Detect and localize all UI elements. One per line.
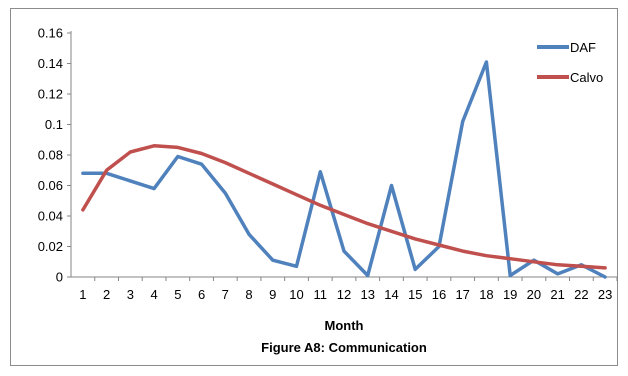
y-tick-label: 0.04 xyxy=(38,209,63,224)
x-tick-label: 12 xyxy=(337,287,351,302)
x-tick-label: 17 xyxy=(455,287,469,302)
x-tick-label: 13 xyxy=(361,287,375,302)
legend: DAF Calvo xyxy=(537,40,603,85)
series-line-daf xyxy=(81,60,607,279)
series-lines xyxy=(81,60,607,279)
series-line-calvo xyxy=(81,144,607,270)
x-tick-label: 19 xyxy=(503,287,517,302)
y-tick-label: 0 xyxy=(56,270,63,285)
x-tick-label: 8 xyxy=(245,287,252,302)
axes xyxy=(70,31,617,278)
x-axis-label: Month xyxy=(325,318,364,333)
x-tick-label: 21 xyxy=(550,287,564,302)
x-tick-label: 22 xyxy=(574,287,588,302)
y-tick-labels: 0 0.02 0.04 0.06 0.08 0.1 0.12 0.14 0.16 xyxy=(38,26,71,285)
x-tick-label: 4 xyxy=(150,287,157,302)
y-tick-label: 0.12 xyxy=(38,87,63,102)
x-tick-label: 15 xyxy=(408,287,422,302)
x-tick-label: 23 xyxy=(598,287,612,302)
legend-label-daf: DAF xyxy=(570,40,596,55)
x-tick-label: 20 xyxy=(527,287,541,302)
x-tick-label: 3 xyxy=(127,287,134,302)
x-tick-label: 18 xyxy=(479,287,493,302)
figure-caption: Figure A8: Communication xyxy=(261,340,427,355)
x-tick-label: 1 xyxy=(79,287,86,302)
y-tick-label: 0.06 xyxy=(38,178,63,193)
x-tick-labels: 1 2 3 4 5 6 7 8 9 10 11 12 13 14 15 16 17 18 19 20 21 22 23 xyxy=(79,277,618,302)
y-tick-label: 0.1 xyxy=(45,117,63,132)
y-tick-label: 0.16 xyxy=(38,26,63,41)
x-tick-label: 5 xyxy=(174,287,181,302)
legend-label-calvo: Calvo xyxy=(570,70,603,85)
y-tick-label: 0.02 xyxy=(38,239,63,254)
x-tick-label: 16 xyxy=(432,287,446,302)
y-tick-label: 0.14 xyxy=(38,56,63,71)
x-tick-label: 7 xyxy=(222,287,229,302)
x-tick-label: 2 xyxy=(103,287,110,302)
y-tick-label: 0.08 xyxy=(38,148,63,163)
x-tick-label: 10 xyxy=(289,287,303,302)
x-tick-label: 11 xyxy=(314,287,328,302)
x-tick-label: 6 xyxy=(198,287,205,302)
x-tick-label: 9 xyxy=(269,287,276,302)
x-tick-label: 14 xyxy=(384,287,398,302)
